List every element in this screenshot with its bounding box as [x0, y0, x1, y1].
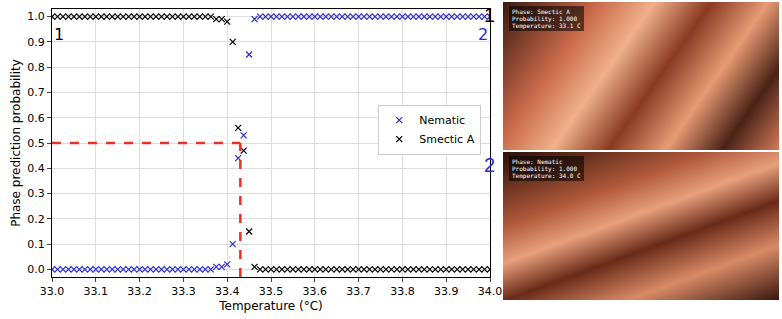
svg-text:0.9: 0.9: [27, 36, 45, 49]
svg-text:34.0: 34.0: [478, 285, 503, 298]
html-text:1: 1: [484, 4, 496, 26]
svg-text:0.7: 0.7: [27, 86, 45, 99]
svg-text:33.6: 33.6: [303, 285, 328, 298]
svg-text:33.9: 33.9: [434, 285, 459, 298]
html-text:Phase: Nematic: Phase: Nematic: [512, 158, 563, 165]
svg-text:33.1: 33.1: [84, 285, 109, 298]
svg-text:33.3: 33.3: [171, 285, 196, 298]
svg-text:33.2: 33.2: [127, 285, 152, 298]
svg-text:1.0: 1.0: [27, 10, 45, 23]
svg-text:33.4: 33.4: [215, 285, 240, 298]
svg-text:Nematic: Nematic: [419, 114, 465, 127]
svg-text:0.4: 0.4: [27, 162, 45, 175]
html-text:Probability: 1.000: Probability: 1.000: [512, 165, 577, 172]
svg-text:0.8: 0.8: [27, 61, 45, 74]
html-text:Temperature: 33.1 C: Temperature: 33.1 C: [512, 22, 581, 29]
svg-text:Phase prediction probability: Phase prediction probability: [9, 59, 23, 227]
svg-text:0.1: 0.1: [27, 238, 45, 251]
svg-text:Temperature (°C): Temperature (°C): [218, 299, 323, 313]
html-text:2: 2: [484, 154, 496, 176]
svg-text:33.5: 33.5: [259, 285, 284, 298]
svg-text:Smectic A: Smectic A: [419, 133, 474, 146]
svg-text:0.5: 0.5: [27, 137, 45, 150]
svg-text:0.3: 0.3: [27, 187, 45, 200]
svg-text:2: 2: [478, 25, 488, 44]
html-text:Temperature: 34.0 C: Temperature: 34.0 C: [512, 172, 581, 179]
svg-text:0.2: 0.2: [27, 213, 45, 226]
svg-text:0.0: 0.0: [27, 263, 45, 276]
svg-text:33.7: 33.7: [346, 285, 371, 298]
svg-text:0.6: 0.6: [27, 112, 45, 125]
svg-text:1: 1: [54, 25, 64, 44]
svg-text:33.0: 33.0: [40, 285, 65, 298]
html-text:Probability: 1.000: Probability: 1.000: [512, 15, 577, 22]
html-text:Phase: Smectic A: Phase: Smectic A: [512, 8, 570, 15]
svg-text:33.8: 33.8: [390, 285, 415, 298]
